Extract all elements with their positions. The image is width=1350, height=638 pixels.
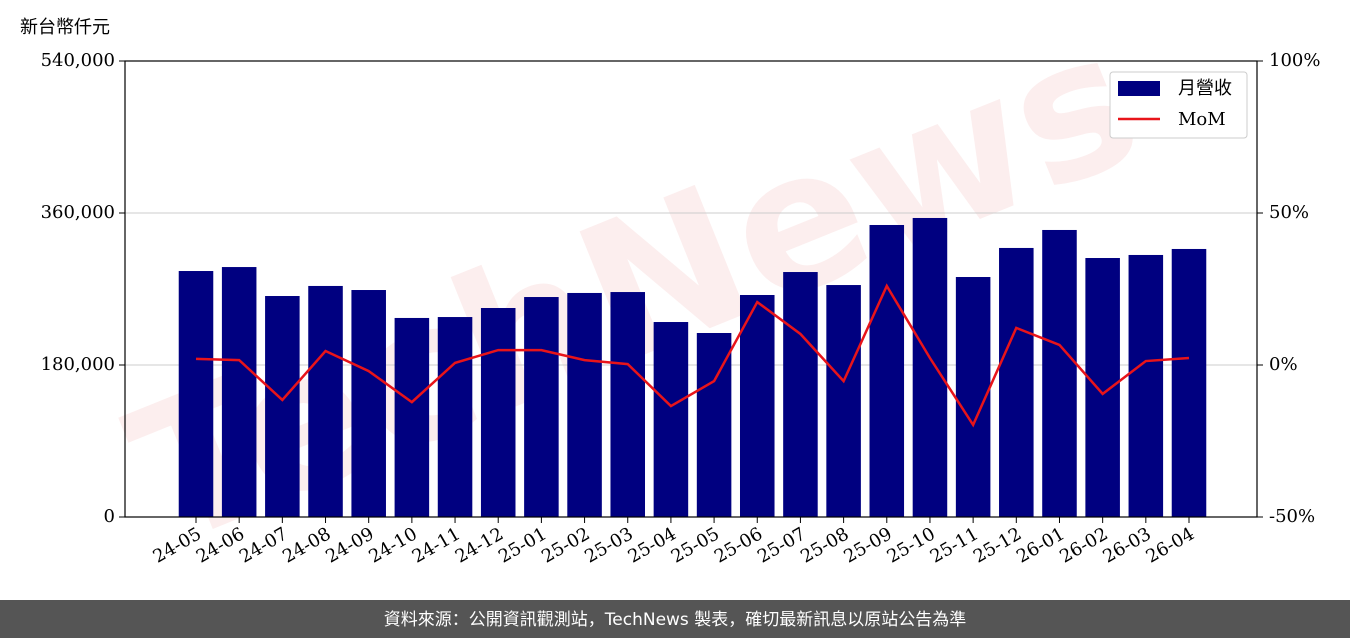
bar [394,317,430,517]
legend-swatch [1118,81,1160,96]
bar [1171,248,1207,517]
x-tick-label: 25-07 [754,523,809,567]
bar [437,317,473,517]
bar [826,285,861,517]
mom-line [195,283,1190,428]
y-axis-label: 新台幣仟元 [20,17,110,38]
bar [567,292,602,517]
x-tick-label: 26-03 [1099,523,1154,567]
x-tick-label: 25-05 [668,523,723,567]
bar [653,322,689,517]
bar [308,285,343,517]
bar [1042,229,1077,517]
y-tick-label: 180,000 [41,354,115,375]
x-tick-label: 26-01 [1013,523,1068,567]
x-tick-label: 25-01 [495,523,550,567]
bar [999,247,1034,517]
footer: 資料來源：公開資訊觀測站，TechNews 製表，確切最新訊息以原站公告為準 [384,610,966,630]
y-tick-label: 540,000 [41,50,115,71]
y2-tick-label: 50% [1269,202,1309,223]
y-tick-label: 0 [104,506,115,527]
x-tick-label: 25-11 [927,523,982,567]
bar [1085,258,1120,517]
bar [351,290,386,517]
bar [221,267,257,517]
bar [265,296,300,517]
x-tick-label: 26-04 [1143,523,1198,567]
x-tick-label: 25-04 [624,523,679,567]
y2-tick-label: 100% [1269,50,1320,71]
legend-label: 月營收 [1178,78,1232,99]
bar [869,224,905,518]
x-tick-label: 25-12 [970,523,1025,567]
x-tick-label: 25-02 [538,523,593,567]
bar [739,294,775,517]
x-tick-label: 25-06 [711,523,766,567]
legend-label: MoM [1178,109,1226,130]
bar [1128,254,1164,518]
bar [610,292,646,517]
bar [480,308,516,517]
x-tick-label: 24-11 [409,523,464,567]
y2-tick-label: 0% [1269,354,1298,375]
x-tick-label: 25-08 [797,523,852,567]
x-tick-label: 25-09 [840,523,895,567]
bar [783,272,818,517]
footer-bar [0,600,1350,638]
bar [696,332,732,517]
x-tick-label: 25-10 [884,523,939,567]
bar [912,217,948,517]
plot-frame [124,60,1258,518]
bar [178,271,214,517]
x-tick-label: 24-09 [322,523,377,567]
y-tick-label: 360,000 [41,202,115,223]
x-tick-label: 24-10 [365,523,420,567]
x-tick-label: 26-02 [1056,523,1111,567]
x-tick-label: 25-03 [581,523,636,567]
x-tick-label: 24-12 [452,523,507,567]
y2-tick-label: -50% [1269,506,1315,527]
bar [524,297,559,517]
